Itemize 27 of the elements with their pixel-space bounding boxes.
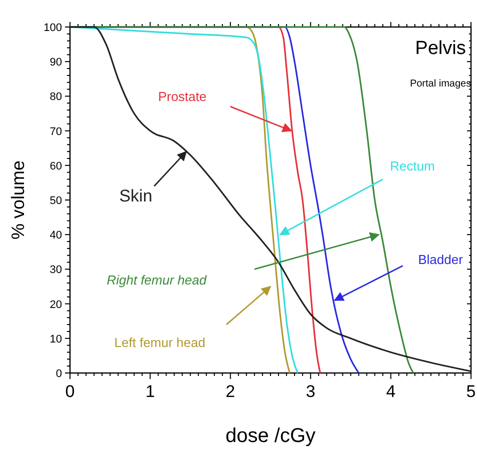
y-tick-label: 20: [50, 298, 62, 311]
x-tick-label: 2: [226, 382, 236, 401]
y-tick-label: 30: [50, 264, 62, 276]
x-tick-label: 4: [386, 382, 396, 401]
y-axis-title: % volume: [8, 160, 28, 240]
y-tick-label: 80: [50, 91, 62, 104]
y-tick-label: 90: [50, 56, 62, 69]
y-tick-label: 70: [50, 126, 62, 138]
y-tick-label: 40: [50, 230, 62, 242]
x-axis-title: dose /cGy: [225, 425, 316, 447]
y-tick-label: 60: [50, 160, 62, 172]
text: Rectum: [390, 158, 435, 174]
text: Pelvis: [415, 38, 466, 59]
text: Left femur head: [114, 334, 206, 350]
text: Bladder: [418, 252, 464, 267]
y-tick-label: 50: [50, 195, 62, 207]
y-tick-label: 10: [50, 333, 62, 346]
text: Skin: [119, 186, 152, 206]
x-tick-label: 3: [306, 382, 316, 401]
y-tick-label: 100: [44, 22, 62, 34]
x-tick-label: 1: [145, 382, 155, 401]
text: Prostate: [158, 89, 206, 104]
y-tick-label: 0: [56, 368, 62, 380]
x-tick-label: 5: [466, 382, 476, 401]
text: Portal images: [410, 78, 472, 90]
x-tick-label: 0: [65, 382, 75, 401]
text: Right femur head: [106, 272, 208, 288]
